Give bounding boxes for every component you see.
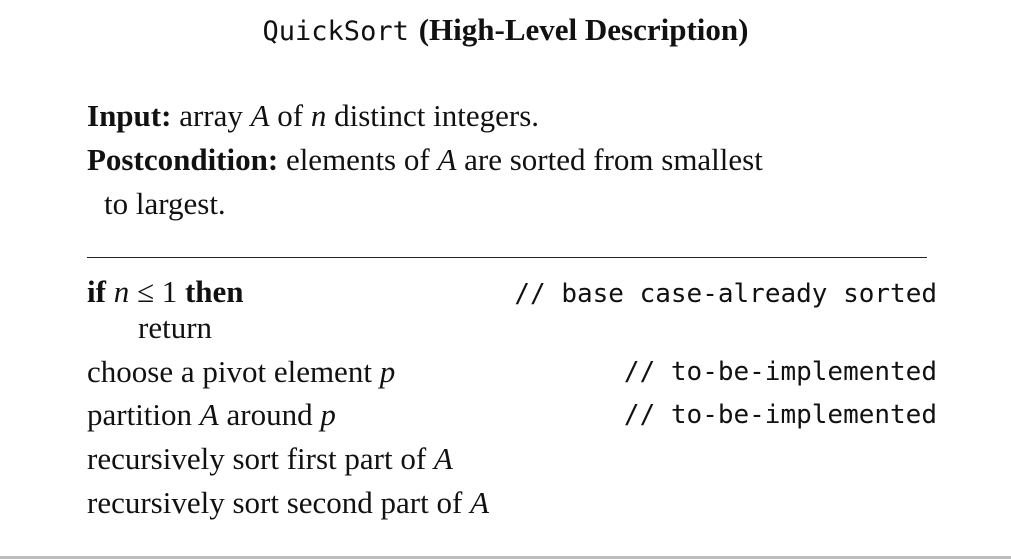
postcondition-text-1: elements of: [285, 142, 430, 177]
pseudocode-line-if: if n ≤ 1 then: [87, 272, 244, 312]
var-A: A: [199, 397, 219, 432]
pseudocode-line-sort-second: recursively sort second part of A: [87, 483, 489, 523]
pseudocode-line-choose-pivot: choose a pivot element p: [87, 352, 395, 392]
postcondition-text-2: are sorted from smallest: [464, 142, 763, 177]
input-var-n: n: [310, 98, 327, 133]
var-n: n: [113, 274, 130, 309]
var-p: p: [379, 354, 396, 389]
postcondition-var-A: A: [437, 142, 457, 177]
comment-choose-pivot: // to-be-implemented: [623, 357, 937, 387]
sort-first-text: recursively sort first part of: [87, 441, 427, 476]
algorithm-name: QuickSort: [262, 16, 409, 47]
input-text-2: of: [277, 98, 304, 133]
pseudocode-line-partition: partition A around p: [87, 395, 336, 435]
var-A: A: [433, 441, 453, 476]
input-text-3: distinct integers.: [334, 98, 540, 133]
pseudocode-line-return: return: [138, 308, 212, 348]
postcondition-continuation: to largest.: [104, 184, 226, 224]
input-spec: Input: array A of n distinct integers.: [87, 96, 539, 136]
return-statement: return: [138, 310, 213, 345]
postcondition-text-3: to largest.: [104, 186, 226, 221]
partition-text-2: around: [226, 397, 313, 432]
partition-text-1: partition: [87, 397, 193, 432]
keyword-then: then: [184, 274, 244, 309]
comment-partition: // to-be-implemented: [623, 400, 937, 430]
postcondition-spec: Postcondition: elements of A are sorted …: [87, 140, 763, 180]
postcondition-label: Postcondition:: [87, 142, 279, 177]
page-title: QuickSort (High-Level Description): [0, 8, 1011, 54]
input-text-1: array: [179, 98, 243, 133]
title-description: (High-Level Description): [418, 12, 749, 47]
comment-base-case: // base case-already sorted: [514, 279, 937, 309]
var-p: p: [320, 397, 336, 432]
var-A: A: [470, 485, 490, 520]
section-divider: [87, 257, 927, 258]
input-label: Input:: [87, 98, 172, 133]
page-bottom-border: [0, 556, 1011, 559]
comparison-operator: ≤ 1: [136, 274, 178, 309]
keyword-if: if: [87, 274, 106, 309]
sort-second-text: recursively sort second part of: [87, 485, 463, 520]
choose-pivot-text: choose a pivot element: [87, 354, 372, 389]
input-var-A: A: [250, 98, 270, 133]
pseudocode-line-sort-first: recursively sort first part of A: [87, 439, 453, 479]
